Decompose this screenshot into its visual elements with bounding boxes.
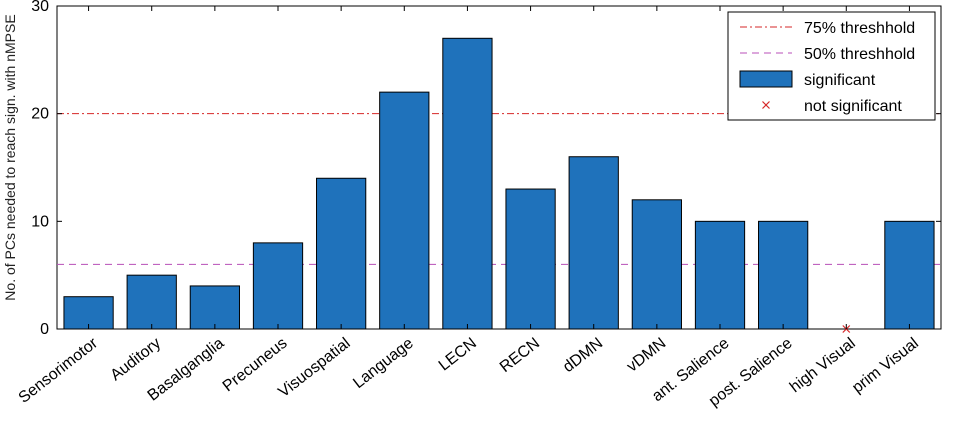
- bar-prim-visual: [884, 220, 935, 330]
- bar-precuneus: [252, 242, 304, 330]
- legend-item: not significant: [762, 98, 902, 115]
- y-tick-label: 0: [40, 321, 49, 338]
- bar-auditory: [126, 274, 177, 330]
- x-tick-label: high Visual: [787, 335, 859, 396]
- x-tick-label: prim Visual: [849, 335, 922, 397]
- bar-vdmn: [631, 199, 682, 330]
- legend-swatch: [739, 70, 793, 88]
- y-tick-label: 30: [31, 0, 49, 15]
- bar-language: [379, 91, 430, 330]
- y-axis-title: No. of PCs needed to reach sign. with nM…: [2, 14, 18, 300]
- x-tick-label: Sensorimotor: [16, 334, 102, 406]
- legend-label: not significant: [804, 98, 902, 115]
- bar-sensorimotor: [63, 296, 114, 330]
- plot-frame: [56, 5, 942, 330]
- legend-item: significant: [739, 70, 876, 89]
- x-tick-label: dDMN: [560, 335, 606, 376]
- x-tick-label: RECN: [497, 335, 543, 376]
- legend: 75% threshhold 50% threshhold significant n…: [727, 11, 936, 121]
- x-tick-label: Language: [350, 335, 417, 392]
- bar-post-salience: [758, 220, 809, 330]
- legend-item: 50% threshhold: [740, 46, 915, 63]
- legend-swatch: [762, 101, 770, 109]
- x-tick-label: LECN: [436, 335, 480, 375]
- legend-label: 50% threshhold: [804, 46, 915, 63]
- bar-ddmn: [568, 156, 619, 330]
- bar-basalganglia: [189, 285, 240, 330]
- bar-visuospatial: [316, 177, 367, 330]
- legend-item: 75% threshhold: [740, 20, 915, 37]
- bar-lecn: [442, 37, 493, 330]
- x-tick-label: vDMN: [624, 335, 669, 376]
- bar-ant-salience: [694, 220, 746, 330]
- bar-recn: [505, 188, 556, 330]
- x-tick-label: Auditory: [107, 335, 164, 385]
- legend-label: 75% threshhold: [804, 20, 915, 37]
- legend-label: significant: [804, 72, 876, 89]
- y-axis: 0 10 20 30 No. of PCs needed to reach sign. …: [2, 0, 941, 338]
- y-tick-label: 20: [31, 106, 49, 123]
- y-tick-label: 10: [31, 213, 49, 230]
- plot-area: [56, 5, 942, 333]
